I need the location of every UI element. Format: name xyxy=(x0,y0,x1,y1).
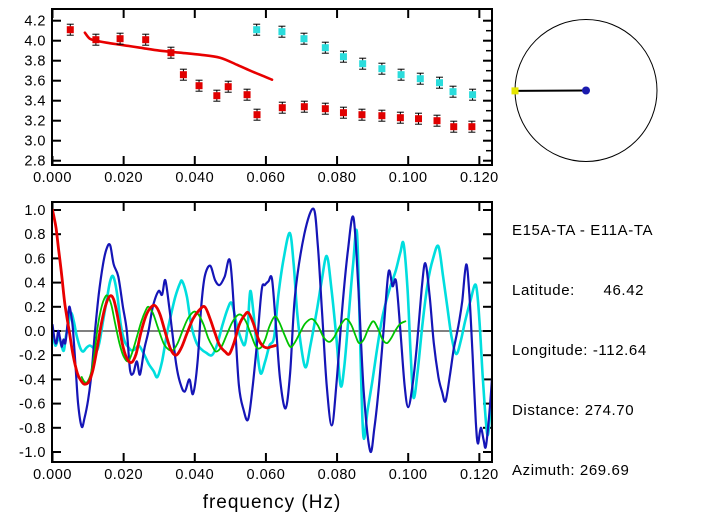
square-marker xyxy=(359,60,367,68)
square-marker xyxy=(179,71,187,79)
x-tick-label: 0.100 xyxy=(389,467,428,483)
y-tick-label: 3.8 xyxy=(24,54,46,70)
y-tick-label: -0.8 xyxy=(19,421,46,437)
station-info-longitude: Longitude: -112.64 xyxy=(512,342,647,359)
square-marker xyxy=(213,92,221,100)
square-marker xyxy=(397,71,405,79)
y-tick-label: 0.0 xyxy=(24,324,46,340)
bottom-plot-data xyxy=(53,207,491,454)
x-tick-label: 0.120 xyxy=(460,170,499,186)
square-marker xyxy=(378,65,386,73)
top-dispersion-plot: 0.000 0.020 0.040 0.060 0.080 0.100 0.120 2.8 3.… xyxy=(24,8,499,186)
square-marker xyxy=(116,35,124,43)
square-marker xyxy=(468,123,476,131)
y-tick-label: 3.6 xyxy=(24,74,46,90)
y-tick-label: 3.4 xyxy=(24,94,46,110)
series-red-square-measurements xyxy=(66,23,476,133)
square-marker xyxy=(358,111,366,119)
station-marker-icon xyxy=(511,87,519,95)
square-marker xyxy=(300,103,308,111)
square-marker xyxy=(396,114,404,122)
square-marker xyxy=(253,111,261,119)
y-tick-label: 2.8 xyxy=(24,154,46,170)
y-tick-label: 4.0 xyxy=(24,34,46,50)
square-marker xyxy=(253,26,261,34)
square-marker xyxy=(195,82,203,90)
station-info-latitude: Latitude: 46.42 xyxy=(512,282,645,299)
square-marker xyxy=(66,26,74,34)
x-axis-title: frequency (Hz) xyxy=(203,492,342,513)
y-tick-label: 0.6 xyxy=(24,251,46,267)
square-marker xyxy=(378,112,386,120)
series-red-bessel-fit xyxy=(53,208,277,386)
square-marker xyxy=(142,36,150,44)
x-tick-label: 0.020 xyxy=(104,467,143,483)
square-marker xyxy=(92,36,100,44)
series-green-bessel-fit xyxy=(80,294,407,384)
square-marker xyxy=(321,105,329,113)
square-marker xyxy=(433,117,441,125)
x-tick-label: 0.100 xyxy=(389,170,428,186)
plot-border xyxy=(51,8,493,166)
square-marker xyxy=(450,123,458,131)
square-marker xyxy=(339,53,347,61)
square-marker xyxy=(449,88,457,96)
square-marker xyxy=(469,91,477,99)
top-plot-data xyxy=(66,23,477,133)
x-tick-label: 0.080 xyxy=(318,170,357,186)
y-tick-label: 4.2 xyxy=(24,14,46,30)
bottom-spectra-plot: 0.000 0.020 0.040 0.060 0.080 0.100 0.120 -1.0 -… xyxy=(19,201,499,483)
y-tick-label: -0.2 xyxy=(19,348,46,364)
square-marker xyxy=(167,49,175,57)
generated-plots: 0.000 0.020 0.040 0.060 0.080 0.100 0.120 2.8 3.… xyxy=(19,8,658,483)
x-tick-label: 0.120 xyxy=(460,467,499,483)
series-navy-cross-spectrum xyxy=(53,207,491,454)
x-tick-label: 0.040 xyxy=(175,170,214,186)
station-info-azimuth: Azimuth: 269.69 xyxy=(512,462,630,479)
x-tick-label: 0.000 xyxy=(33,467,72,483)
square-marker xyxy=(278,28,286,36)
y-tick-label: 3.0 xyxy=(24,134,46,150)
square-marker xyxy=(224,83,232,91)
square-marker xyxy=(243,91,251,99)
square-marker xyxy=(415,115,423,123)
square-marker xyxy=(416,75,424,83)
station-info-distance: Distance: 274.70 xyxy=(512,402,635,419)
y-tick-label: 0.8 xyxy=(24,227,46,243)
plot-border xyxy=(51,201,493,463)
azimuth-compass xyxy=(511,19,658,162)
x-tick-label: 0.080 xyxy=(318,467,357,483)
series-cyan-square-measurements xyxy=(253,23,477,101)
center-station-dot-icon xyxy=(582,86,590,95)
series-red-line-model xyxy=(83,31,274,81)
square-marker xyxy=(436,79,444,87)
x-tick-label: 0.060 xyxy=(247,467,286,483)
y-tick-label: -1.0 xyxy=(19,445,46,461)
y-tick-label: 3.2 xyxy=(24,114,46,130)
x-tick-label: 0.060 xyxy=(247,170,286,186)
y-tick-label: 1.0 xyxy=(24,203,46,219)
station-info-panel: E15A-TA - E11A-TA Latitude: 46.42 Longit… xyxy=(512,181,653,519)
square-marker xyxy=(339,109,347,117)
x-tick-label: 0.020 xyxy=(104,170,143,186)
y-tick-label: 0.4 xyxy=(24,276,46,292)
x-tick-label: 0.040 xyxy=(175,467,214,483)
series-cyan-cross-spectrum xyxy=(53,228,491,441)
y-tick-label: 0.2 xyxy=(24,300,46,316)
square-marker xyxy=(278,104,286,112)
station-pair-title: E15A-TA - E11A-TA xyxy=(512,222,654,239)
y-tick-label: -0.6 xyxy=(19,397,46,413)
square-marker xyxy=(300,35,308,43)
square-marker xyxy=(321,44,329,52)
y-tick-label: -0.4 xyxy=(19,372,46,388)
x-tick-label: 0.000 xyxy=(33,170,72,186)
